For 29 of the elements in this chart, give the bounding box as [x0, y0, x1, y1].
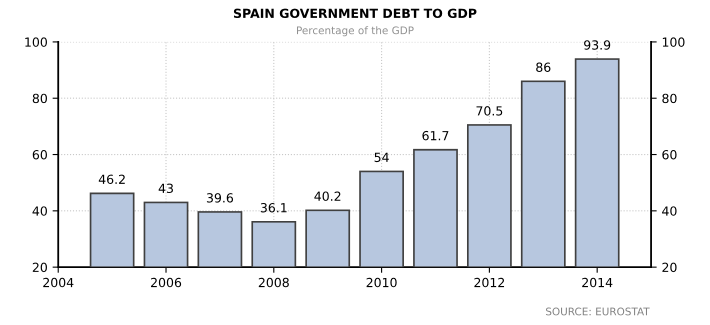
data-label: 54	[374, 152, 389, 162]
data-label: 40.2	[314, 191, 340, 201]
x-tick-label: 2006	[151, 278, 182, 288]
y-tick-label: 80	[32, 94, 47, 104]
y2-tick-label: 40	[662, 206, 677, 216]
y-tick-label: 100	[25, 37, 47, 47]
chart-subtitle: Percentage of the GDP	[297, 26, 414, 36]
data-label: 70.5	[476, 106, 502, 116]
chart-title: SPAIN GOVERNMENT DEBT TO GDP	[234, 8, 476, 18]
x-tick-label: 2008	[258, 278, 289, 288]
data-label: 93.9	[584, 40, 610, 50]
data-label: 61.7	[422, 130, 448, 140]
y2-tick-label: 100	[662, 37, 685, 47]
data-label: 86	[536, 62, 550, 72]
y-tick-label: 40	[32, 206, 47, 216]
source-note: SOURCE: EUROSTAT	[546, 308, 650, 316]
data-label: 36.1	[260, 203, 287, 212]
y2-tick-label: 20	[662, 262, 677, 272]
y2-tick-label: 60	[662, 150, 677, 160]
x-tick-label: 2012	[474, 278, 504, 288]
x-tick-label: 2004	[43, 278, 74, 288]
data-label: 46.2	[98, 174, 125, 184]
x-tick-label: 2014	[582, 278, 612, 288]
y2-tick-label: 80	[662, 94, 677, 104]
data-label: 43	[158, 184, 173, 194]
x-tick-label: 2010	[366, 278, 397, 288]
y-tick-label: 20	[32, 262, 47, 272]
data-label: 39.6	[206, 193, 234, 203]
y-tick-label: 60	[32, 150, 47, 160]
